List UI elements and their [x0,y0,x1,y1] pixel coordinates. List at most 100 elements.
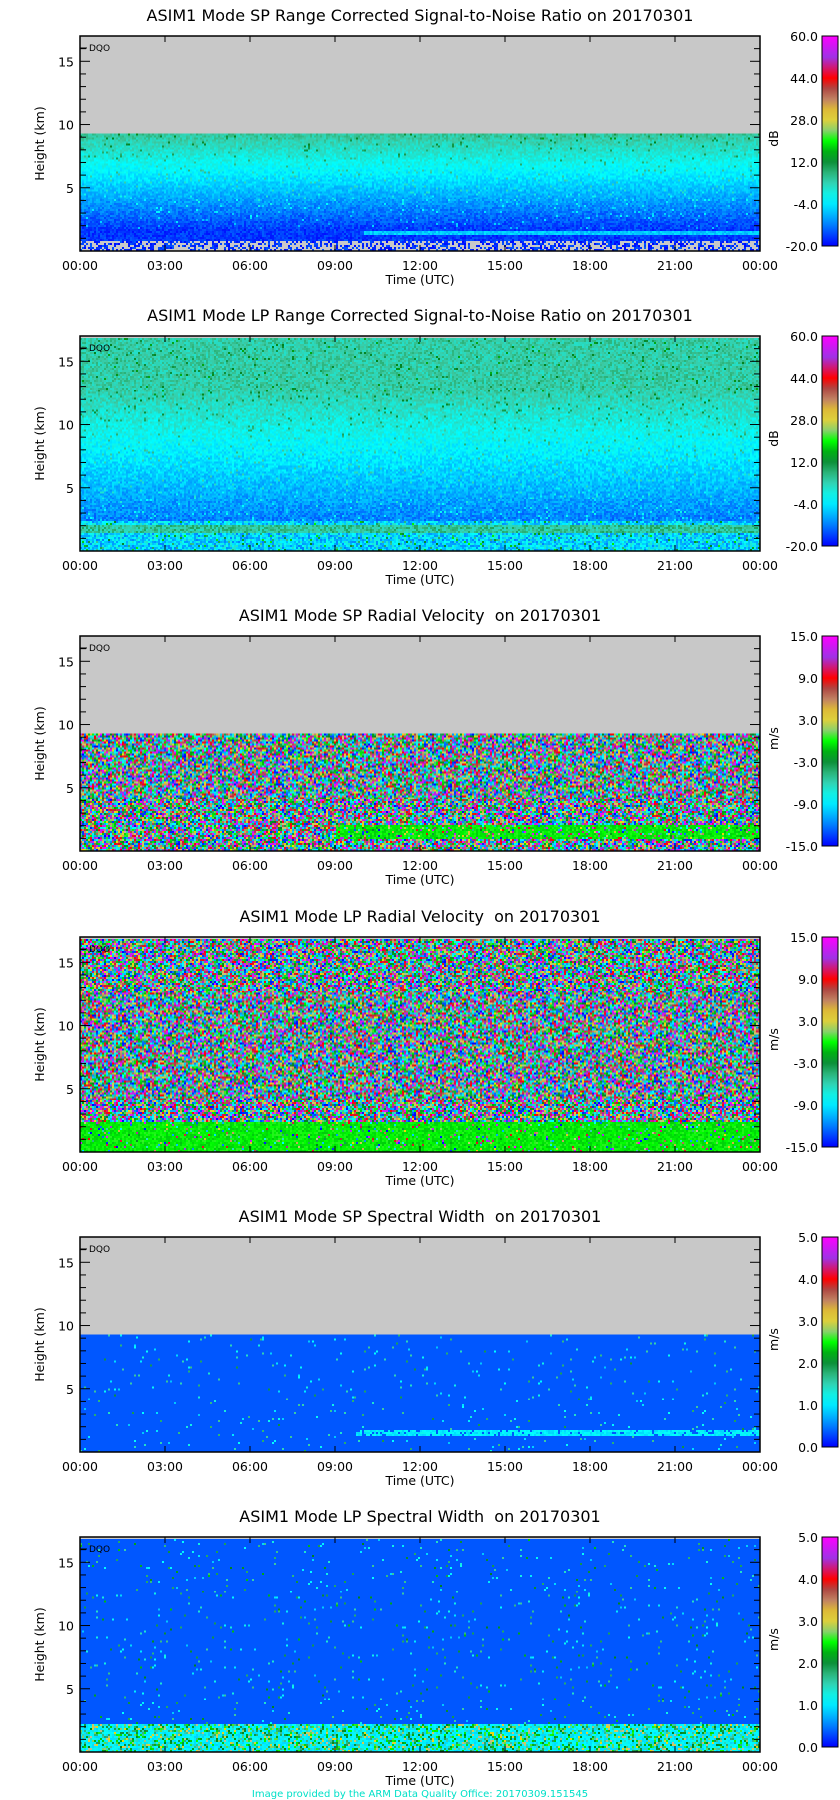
x-axis-label: Time (UTC) [384,572,454,587]
x-tick-label: 00:00 [62,1459,98,1474]
colorbar-tick-label: -3.0 [794,755,818,770]
y-axis-label: Height (km) [32,406,47,480]
x-tick-label: 21:00 [657,1159,693,1174]
colorbar-tick-label: 15.0 [790,629,818,644]
dqo-flag: DQO [89,945,110,955]
heatmap [80,636,760,851]
x-tick-label: 06:00 [232,1459,268,1474]
colorbar-unit-label: m/s [766,1628,781,1651]
x-tick-label: 00:00 [62,258,98,273]
heatmap [80,1537,760,1752]
x-axis-label: Time (UTC) [384,872,454,887]
x-tick-label: 00:00 [62,1159,98,1174]
x-tick-label: 00:00 [742,1759,778,1774]
panel-vel_lp: ASIM1 Mode LP Radial Velocity on 2017030… [0,907,840,1237]
x-axis-label: Time (UTC) [384,1473,454,1488]
panel-sw_lp: ASIM1 Mode LP Spectral Width on 20170301… [0,1507,840,1800]
x-tick-label: 03:00 [147,1759,183,1774]
axes: 5 10 15 00:00 03:00 06:00 09:00 12:00 15:00 18:00… [32,329,839,587]
y-tick-label: 15 [58,54,74,69]
x-tick-label: 00:00 [742,858,778,873]
colorbar-tick-label: 12.0 [790,155,818,170]
x-tick-label: 06:00 [232,258,268,273]
colorbar-tick-label: -20.0 [786,539,818,554]
colorbar-tick-label: 0.0 [798,1740,818,1755]
x-tick-label: 12:00 [402,1159,438,1174]
y-tick-label: 15 [58,1555,74,1570]
colorbar-tick-label: 9.0 [798,671,818,686]
y-axis-label: Height (km) [32,106,47,180]
x-tick-label: 06:00 [232,858,268,873]
colorbar-tick-label: -9.0 [794,1098,818,1113]
y-tick-label: 10 [58,1019,74,1034]
panel-snr_lp: ASIM1 Mode LP Range Corrected Signal-to-… [0,306,840,636]
colorbar-tick-label: 2.0 [798,1356,818,1371]
colorbar-tick-label: 2.0 [798,1656,818,1671]
x-tick-label: 03:00 [147,1159,183,1174]
x-tick-label: 06:00 [232,1159,268,1174]
chart-title: ASIM1 Mode SP Range Corrected Signal-to-… [146,6,694,25]
colorbar-tick-label: -20.0 [786,239,818,254]
x-axis-label: Time (UTC) [384,1173,454,1188]
y-axis-label: Height (km) [32,706,47,780]
y-tick-label: 5 [66,1682,74,1697]
y-tick-label: 5 [66,181,74,196]
y-tick-label: 5 [66,481,74,496]
chart-title: ASIM1 Mode SP Radial Velocity on 2017030… [238,606,602,625]
x-tick-label: 15:00 [487,258,523,273]
colorbar-tick-label: 60.0 [790,29,818,44]
x-tick-label: 00:00 [742,1459,778,1474]
colorbar-tick-label: 5.0 [798,1230,818,1245]
dqo-flag: DQO [89,1545,110,1555]
y-tick-label: 5 [66,1382,74,1397]
x-tick-label: 00:00 [742,1159,778,1174]
colorbar-tick-label: -3.0 [794,1056,818,1071]
x-tick-label: 09:00 [317,1759,353,1774]
y-tick-label: 10 [58,418,74,433]
colorbar-tick-label: 12.0 [790,455,818,470]
panel-vel_sp: ASIM1 Mode SP Radial Velocity on 2017030… [0,606,840,936]
y-tick-label: 10 [58,1619,74,1634]
dqo-flag: DQO [89,344,110,354]
chart-title: ASIM1 Mode LP Range Corrected Signal-to-… [147,306,693,325]
axes: 5 10 15 00:00 03:00 06:00 09:00 12:00 15:00 18:00… [32,1230,839,1488]
x-tick-label: 15:00 [487,858,523,873]
x-tick-label: 15:00 [487,1759,523,1774]
colorbar-tick-label: 4.0 [798,1272,818,1287]
x-tick-label: 06:00 [232,1759,268,1774]
colorbar-tick-label: -15.0 [786,1140,818,1155]
y-tick-label: 10 [58,1319,74,1334]
y-tick-label: 15 [58,1255,74,1270]
y-tick-label: 5 [66,1082,74,1097]
colorbar-tick-label: -4.0 [794,497,818,512]
x-tick-label: 21:00 [657,858,693,873]
heatmap [80,36,760,251]
x-tick-label: 21:00 [657,1759,693,1774]
x-tick-label: 18:00 [572,858,608,873]
colorbar-unit-label: m/s [766,727,781,750]
colorbar [821,335,839,547]
x-tick-label: 00:00 [62,558,98,573]
x-tick-label: 21:00 [657,1459,693,1474]
colorbar-tick-label: 3.0 [798,1014,818,1029]
colorbar-tick-label: -15.0 [786,839,818,854]
x-tick-label: 18:00 [572,558,608,573]
x-tick-label: 00:00 [62,858,98,873]
colorbar-tick-label: 3.0 [798,1614,818,1629]
dqo-flag: DQO [89,644,110,654]
x-tick-label: 03:00 [147,1459,183,1474]
x-tick-label: 21:00 [657,558,693,573]
colorbar [821,635,839,847]
axes: 5 10 15 00:00 03:00 06:00 09:00 12:00 15:00 18:00… [32,29,839,287]
colorbar [821,35,839,247]
colorbar-tick-label: 44.0 [790,71,818,86]
colorbar-tick-label: 44.0 [790,371,818,386]
colorbar-unit-label: dB [766,130,781,147]
x-tick-label: 03:00 [147,558,183,573]
colorbar-tick-label: 9.0 [798,972,818,987]
chart-title: ASIM1 Mode LP Spectral Width on 20170301 [239,1507,601,1526]
y-axis-label: Height (km) [32,1607,47,1681]
colorbar-tick-label: 28.0 [790,413,818,428]
colorbar-tick-label: 1.0 [798,1398,818,1413]
colorbar-tick-label: 60.0 [790,329,818,344]
